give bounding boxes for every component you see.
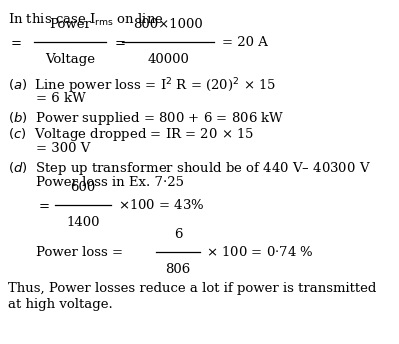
- Text: = 20 A: = 20 A: [222, 35, 268, 49]
- Text: Power: Power: [49, 18, 91, 31]
- Text: $=$: $=$: [112, 35, 126, 49]
- Text: $=$: $=$: [36, 198, 50, 212]
- Text: Voltage: Voltage: [45, 53, 95, 66]
- Text: 1400: 1400: [66, 216, 100, 229]
- Text: = 300 V: = 300 V: [36, 142, 91, 155]
- Text: 806: 806: [165, 263, 191, 276]
- Text: $=$: $=$: [8, 35, 22, 49]
- Text: Thus, Power losses reduce a lot if power is transmitted: Thus, Power losses reduce a lot if power…: [8, 282, 376, 295]
- Text: 40000: 40000: [147, 53, 189, 66]
- Text: 6: 6: [174, 228, 182, 241]
- Text: at high voltage.: at high voltage.: [8, 298, 113, 311]
- Text: = 6 kW: = 6 kW: [36, 92, 86, 105]
- Text: $\times$100 = 43%: $\times$100 = 43%: [118, 198, 205, 212]
- Text: $(c)$  Voltage dropped = IR = 20 × 15: $(c)$ Voltage dropped = IR = 20 × 15: [8, 126, 254, 143]
- Text: 800×1000: 800×1000: [133, 18, 203, 31]
- Text: 600: 600: [70, 181, 96, 194]
- Text: $(d)$  Step up transformer should be of 440 V– 40300 V: $(d)$ Step up transformer should be of 4…: [8, 160, 371, 177]
- Text: Power loss in Ex. 7·25: Power loss in Ex. 7·25: [36, 176, 184, 189]
- Text: In this case I$_{\mathrm{rms}}$ on line: In this case I$_{\mathrm{rms}}$ on line: [8, 12, 164, 28]
- Text: $(a)$  Line power loss = I$^{2}$ R = (20)$^{2}$ × 15: $(a)$ Line power loss = I$^{2}$ R = (20)…: [8, 76, 276, 96]
- Text: $\times$ 100 = 0$\cdot$74 %: $\times$ 100 = 0$\cdot$74 %: [206, 245, 314, 259]
- Text: Power loss =: Power loss =: [36, 246, 123, 258]
- Text: $(b)$  Power supplied = 800 + 6 = 806 kW: $(b)$ Power supplied = 800 + 6 = 806 kW: [8, 110, 284, 127]
